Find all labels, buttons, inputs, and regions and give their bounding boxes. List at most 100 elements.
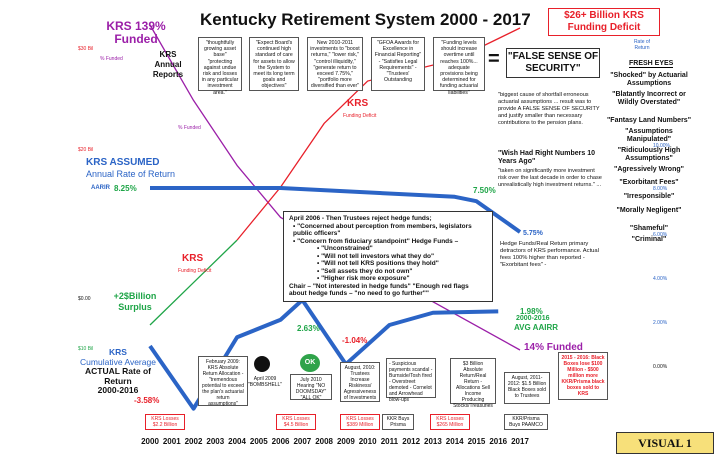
fresh-eyes-item-10: "Shameful" — [629, 225, 669, 232]
x-tick-2000: 2000 — [141, 437, 159, 446]
right-scale-2: 2.00% — [653, 320, 668, 326]
bomb-icon — [254, 356, 270, 372]
hedge-box-chair: Chair – "Not interested in hedge funds" … — [289, 282, 469, 298]
hedge-box-line-1: April 2006 - Then Trustees reject hedge … — [289, 215, 432, 222]
hedge-real-text: Hedge Funds/Real Return primary detracto… — [500, 241, 599, 268]
funded-14-label: 14% Funded — [524, 342, 583, 353]
top-funded-label: KRS 139% Funded — [106, 19, 166, 46]
hedge-box-sub-5: • "Higher risk more exposure" — [317, 275, 410, 282]
x-tick-2015: 2015 — [467, 437, 486, 446]
funded-small-label-2: % Funded — [178, 125, 201, 131]
deficit-box: $26+ Billion KRS Funding Deficit — [548, 8, 660, 36]
x-tick-2017: 2017 — [511, 437, 529, 446]
lower-box-7: August, 2011-2012: $1.5 Billion Black Bo… — [504, 372, 550, 404]
x-tick-2016: 2016 — [489, 437, 508, 446]
quote-box-4: "GFOA Awards for Excellence in Financial… — [371, 37, 425, 91]
fresh-eyes-item-3: "Fantasy Land Numbers" — [606, 117, 692, 124]
x-tick-2001: 2001 — [162, 437, 181, 446]
fresh-eyes-item-7: "Exorbitant Fees" — [619, 179, 679, 186]
rate-575: 5.75% — [523, 230, 543, 237]
loss-box-4: KKR Buys Prisma — [382, 414, 414, 430]
visual-badge: VISUAL 1 — [616, 432, 714, 454]
rate-263: 2.63% — [297, 324, 320, 333]
left-scale-30: $30 Bil — [78, 46, 94, 52]
x-tick-2013: 2013 — [424, 437, 442, 446]
lower-box-6: $3 Billion Absolute Return/Real Return -… — [450, 358, 496, 409]
actual-label-3: ACTUAL Rate of Return — [85, 366, 151, 386]
ok-icon: OK — [300, 354, 320, 372]
chart-title: Kentucky Retirement System 2000 - 2017 — [200, 10, 531, 29]
funding-deficit-small-1: Funding Deficit — [343, 113, 377, 119]
lower-box-2: April 2009 "BOMBSHELL" — [248, 376, 283, 388]
hedge-box-sub-3: • "Will not tell KRS positions they hold… — [317, 260, 439, 267]
krs-funding-label: KRS — [182, 253, 204, 264]
x-tick-2003: 2003 — [206, 437, 225, 446]
x-tick-2006: 2006 — [271, 437, 290, 446]
loss-box-5: KRS Losses $265 Million — [430, 414, 470, 430]
equals-sign: = — [488, 48, 500, 70]
x-tick-2005: 2005 — [249, 437, 268, 446]
fresh-eyes-item-4: "Assumptions Manipulated" — [625, 128, 673, 143]
quote-box-2: "Expect Board's continued high standard … — [249, 37, 299, 91]
funded-small-label: % Funded — [100, 56, 123, 62]
fresh-eyes-label: FRESH EYES — [629, 60, 674, 68]
hedge-fund-box: April 2006 - Then Trustees reject hedge … — [283, 211, 493, 302]
loss-box-3: KRS Losses $389 Million — [340, 414, 380, 430]
rate-of-return-label: Rate of Return — [633, 39, 651, 51]
actual-label-4: 2000-2016 — [97, 385, 139, 395]
x-tick-2009: 2009 — [336, 437, 355, 446]
lower-box-3: July 2010 Hearing "NO DOOMSDAY" "ALL OK" — [290, 374, 332, 401]
x-tick-2004: 2004 — [228, 437, 246, 446]
x-tick-2007: 2007 — [293, 437, 312, 446]
x-tick-2008: 2008 — [315, 437, 333, 446]
right-scale-4: 4.00% — [653, 276, 668, 282]
hedge-box-item-1: • "Concerned about perception from membe… — [293, 222, 472, 238]
rate-750: 7.50% — [473, 186, 496, 195]
assumed-label-1: KRS ASSUMED — [86, 157, 160, 168]
fresh-eyes-item-6: "Agressively Wrong" — [614, 166, 684, 173]
left-scale-10: $10 Bil — [78, 346, 94, 352]
quote-box-1: "thoughtfully growing asset base" "prote… — [198, 37, 242, 96]
fresh-eyes-item-5: "Ridiculously High Assumptions" — [617, 147, 681, 162]
rate-825: 8.25% — [114, 184, 137, 193]
loss-box-2: KRS Losses $4.5 Billion — [276, 414, 316, 430]
annual-reports-label: KRS Annual Reports — [152, 50, 184, 79]
hedge-box-item-2: • "Concern from fiduciary standpoint" He… — [293, 237, 459, 245]
funding-deficit-small-2: Funding Deficit — [178, 268, 212, 274]
lower-box-8: 2015 - 2016: Black Boxes lose $100 Milli… — [558, 352, 608, 400]
rate-358: -3.58% — [134, 396, 160, 405]
fresh-eyes-item-1: "Shocked" by Actuarial Assumptions — [610, 72, 688, 87]
left-scale-0: $0.00 — [78, 296, 91, 302]
rate-198-sub: 2000-2016 — [516, 315, 550, 322]
x-tick-2014: 2014 — [445, 437, 464, 446]
lower-box-4: August, 2010: Trustees Increase Riskines… — [340, 362, 380, 402]
x-tick-2011: 2011 — [380, 437, 399, 446]
loss-box-6: KKR/Prisma Buys PAAMCO — [504, 414, 548, 430]
right-scale-6: 6.00% — [653, 232, 668, 238]
x-tick-2012: 2012 — [402, 437, 421, 446]
biggest-cause-text: "biggest cause of shortfall erroneous ac… — [498, 92, 600, 126]
x-tick-2010: 2010 — [358, 437, 377, 446]
lower-box-1: February 2009: KRS Absolute Return Alloc… — [198, 356, 248, 407]
rate-104: -1.04% — [342, 336, 368, 345]
surplus-label: +2$Billion Surplus — [113, 291, 157, 312]
fresh-eyes-item-11: "Criminal" — [631, 236, 667, 243]
rate-198: 1.98% — [520, 307, 543, 316]
quote-box-5: "Funding levels should increase overtime… — [433, 37, 485, 96]
krs-deficit-label: KRS — [347, 98, 369, 109]
taken-text: "taken on significantly more investment … — [498, 168, 602, 188]
right-scale-8: 8.00% — [653, 186, 668, 192]
actual-label-2: Cumulative Average — [80, 356, 156, 367]
loss-box-1: KRS Losses $2.2 Billion — [145, 414, 185, 430]
right-scale-0: 0.00% — [653, 364, 668, 370]
wish-text: "Wish Had Right Numbers 10 Years Ago" — [498, 150, 595, 165]
actual-label: KRS Cumulative Average ACTUAL Rate of Re… — [78, 347, 158, 396]
right-scale-10: 10.00% — [653, 143, 670, 149]
x-tick-2002: 2002 — [184, 437, 203, 446]
hedge-box-sub-2: • "Will not tell investors what they do" — [317, 252, 435, 260]
hedge-box-sub-1: • "Unconstrained" — [317, 245, 373, 252]
fresh-eyes-item-2: "Blatantly Incorrect or Wildly Overstate… — [612, 91, 686, 106]
left-scale-20: $20 Bil — [78, 147, 94, 153]
hedge-box-sub-4: • "Sell assets they do not own" — [317, 267, 413, 275]
